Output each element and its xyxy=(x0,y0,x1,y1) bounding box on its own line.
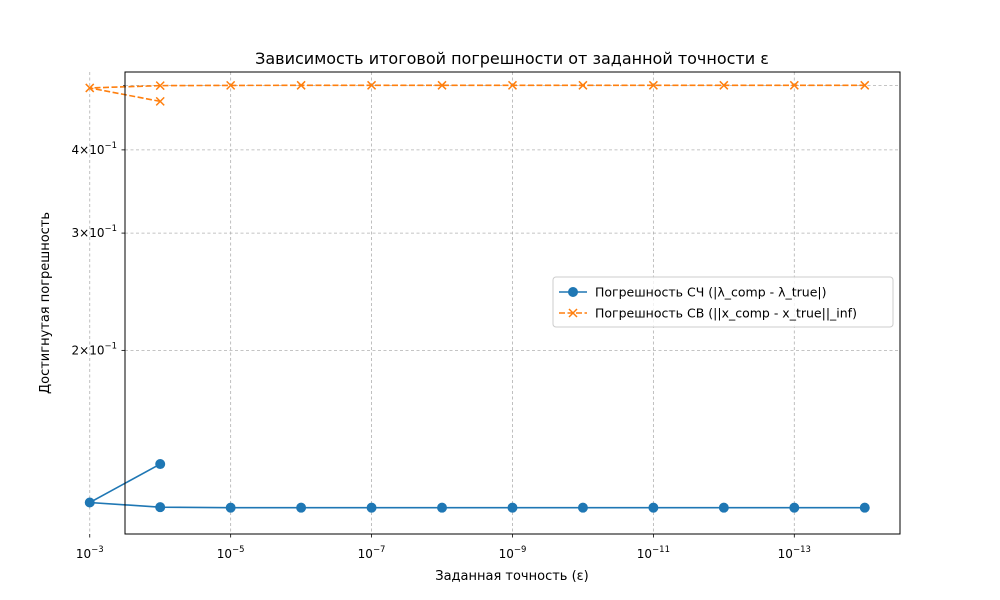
data-point xyxy=(85,83,95,93)
data-point xyxy=(859,502,870,513)
x-tick-label: 10−5 xyxy=(217,545,245,561)
x-tick-base: 10 xyxy=(499,547,514,561)
x-tick-exponent: −11 xyxy=(652,545,670,555)
data-point-stroke xyxy=(789,80,799,90)
data-point xyxy=(155,502,166,513)
data-point xyxy=(367,80,377,90)
x-axis-label: Заданная точность (ε) xyxy=(435,569,589,584)
series-1 xyxy=(84,459,870,513)
data-point xyxy=(568,287,578,297)
x-tick-base: 10 xyxy=(637,547,652,561)
data-point xyxy=(437,80,447,90)
data-point-stroke xyxy=(296,80,306,90)
data-point xyxy=(648,502,659,513)
series-2 xyxy=(85,80,870,106)
data-point-stroke xyxy=(155,96,165,106)
data-point xyxy=(437,502,448,513)
x-tick-base: 10 xyxy=(76,547,91,561)
legend-entry: Погрешность СЧ (|λ_comp - λ_true|) xyxy=(559,285,826,300)
legend-box xyxy=(552,276,894,328)
data-point xyxy=(568,308,578,318)
y-tick-label: 2×10−1 xyxy=(72,341,118,357)
data-point xyxy=(789,502,800,513)
x-tick-exponent: −7 xyxy=(373,545,386,555)
y-tick-exponent: −1 xyxy=(104,224,117,234)
x-tick-label: 10−13 xyxy=(778,545,811,561)
legend-label: Погрешность СВ (||x_comp - x_true||_inf) xyxy=(595,306,857,321)
data-point xyxy=(155,81,165,91)
x-tick-label: 10−9 xyxy=(499,545,527,561)
y-tick-exponent: −1 xyxy=(104,141,117,151)
x-tick-label: 10−7 xyxy=(358,545,386,561)
data-point-stroke xyxy=(648,80,658,90)
data-point xyxy=(296,502,307,513)
x-tick-base: 10 xyxy=(778,547,793,561)
data-point-stroke xyxy=(719,80,729,90)
y-tick-base: 3×10 xyxy=(72,226,105,240)
data-point-stroke xyxy=(85,83,95,93)
data-point-stroke xyxy=(507,80,518,90)
y-tick-base: 4×10 xyxy=(72,143,105,157)
x-tick-label: 10−3 xyxy=(76,545,104,561)
data-point xyxy=(84,497,95,508)
data-point-stroke xyxy=(578,80,588,90)
y-tick-base: 2×10 xyxy=(72,343,105,357)
data-point-stroke xyxy=(155,81,165,91)
x-tick-exponent: −13 xyxy=(793,545,811,555)
data-point xyxy=(578,80,588,90)
x-tick-exponent: −3 xyxy=(91,545,104,555)
data-point xyxy=(507,80,518,90)
data-point xyxy=(648,80,658,90)
x-tick-base: 10 xyxy=(217,547,232,561)
x-tick-label: 10−11 xyxy=(637,545,670,561)
data-point-stroke xyxy=(860,80,870,90)
data-point xyxy=(155,459,166,470)
data-point xyxy=(718,502,729,513)
series-layer xyxy=(84,80,870,513)
y-tick-label: 3×10−1 xyxy=(72,224,118,240)
legend: Погрешность СЧ (|λ_comp - λ_true|) Погреш… xyxy=(552,276,894,328)
legend-entry: Погрешность СВ (||x_comp - x_true||_inf) xyxy=(559,306,857,321)
data-point xyxy=(789,80,799,90)
legend-label: Погрешность СЧ (|λ_comp - λ_true|) xyxy=(595,285,826,300)
x-tick-exponent: −9 xyxy=(514,545,527,555)
data-point xyxy=(226,80,236,90)
data-point xyxy=(860,80,870,90)
y-tick-label: 4×10−1 xyxy=(72,141,118,157)
y-axis-label: Достигнутая погрешность xyxy=(38,212,53,394)
chart-title: Зависимость итоговой погрешности от зада… xyxy=(255,49,769,68)
data-point-stroke xyxy=(367,80,377,90)
x-tick-base: 10 xyxy=(358,547,373,561)
y-tick-exponent: −1 xyxy=(104,341,117,351)
data-point xyxy=(155,96,165,106)
data-point xyxy=(507,502,518,513)
data-point xyxy=(225,502,236,513)
data-point-stroke xyxy=(437,80,447,90)
data-point-stroke xyxy=(568,308,578,318)
x-tick-exponent: −5 xyxy=(232,545,245,555)
data-point-stroke xyxy=(226,80,236,90)
data-point xyxy=(577,502,588,513)
axis-ticks: 10−3 10−5 10−7 10−9 10−11 10−132×10−13×10−14×… xyxy=(72,85,811,561)
data-point xyxy=(719,80,729,90)
data-point xyxy=(366,502,377,513)
data-point xyxy=(296,80,306,90)
